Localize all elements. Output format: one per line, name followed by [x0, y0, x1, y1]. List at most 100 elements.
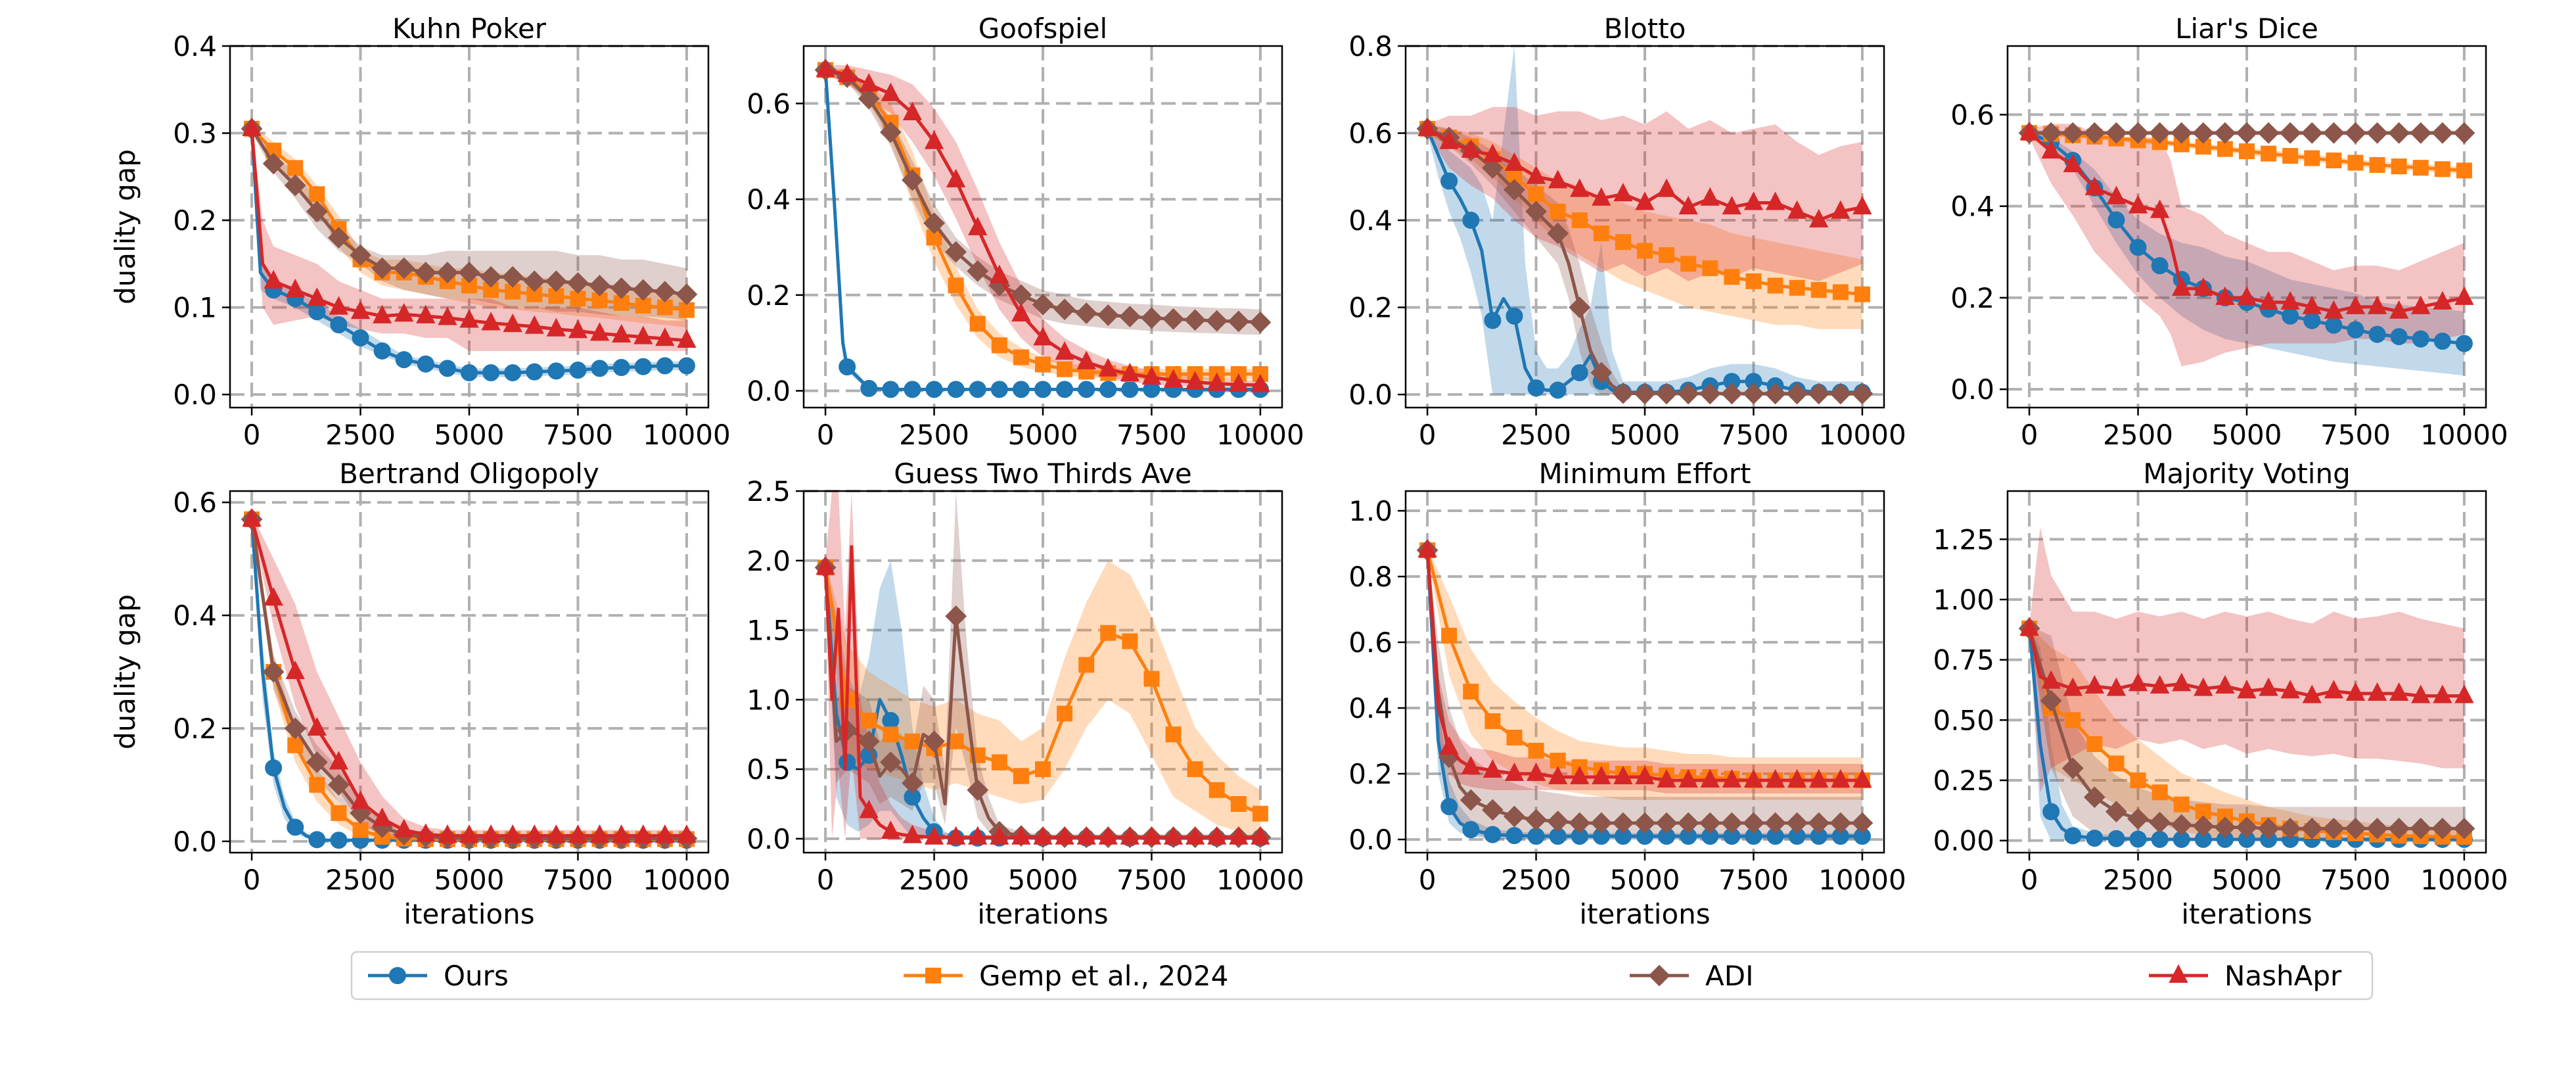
series-group [241, 508, 698, 849]
point-ours [569, 362, 587, 379]
point-nashapr [589, 322, 610, 341]
point-gemp-et-al-2024 [1810, 282, 1827, 298]
point-ours [287, 818, 304, 836]
point-nashapr [2280, 291, 2300, 310]
point-nashapr [1548, 170, 1568, 189]
point-nashapr [1592, 187, 1611, 206]
point-nashapr [2041, 670, 2061, 689]
point-nashapr [524, 824, 544, 843]
point-adi [1720, 812, 1743, 834]
point-adi [2366, 817, 2388, 839]
x-tick-label: 10000 [2420, 864, 2508, 896]
point-adi [2214, 122, 2236, 144]
panel-blotto: 0 2500 5000 7500 10000 0.0 0.2 0.4 0.6 0.8 Blotto [1348, 12, 1906, 451]
point-nashapr [264, 587, 283, 606]
x-tick-label: 2500 [2103, 419, 2173, 451]
point-gemp-et-al-2024 [1571, 212, 1588, 229]
point-gemp-et-al-2024 [352, 822, 369, 838]
point-gemp-et-al-2024 [1165, 726, 1182, 743]
line-ours [250, 128, 687, 375]
point-ours [1506, 307, 1523, 325]
point-nashapr [655, 824, 675, 843]
x-tick-label: 5000 [434, 419, 505, 451]
point-nashapr [633, 824, 653, 843]
line-nashapr [2027, 628, 2464, 698]
point-adi [1141, 307, 1162, 329]
point-nashapr [633, 325, 653, 344]
point-adi [1525, 201, 1547, 223]
point-nashapr [990, 264, 1009, 283]
point-ours [1549, 381, 1567, 399]
x-tick-label: 0 [2021, 419, 2038, 451]
point-gemp-et-al-2024 [2108, 755, 2125, 772]
point-gemp-et-al-2024 [1659, 247, 1675, 264]
point-nashapr [1185, 371, 1205, 390]
point-nashapr [416, 304, 436, 323]
point-ours [656, 357, 674, 375]
x-axis-label: iterations [1579, 898, 1710, 930]
x-axis-label: iterations [403, 898, 534, 930]
point-gemp-et-al-2024 [1230, 795, 1247, 812]
point-ours [461, 364, 478, 381]
x-tick-label: 7500 [1116, 864, 1187, 896]
point-nashapr [1700, 768, 1720, 788]
point-adi [1764, 812, 1786, 834]
point-ours [612, 359, 630, 377]
point-adi [393, 257, 415, 279]
band-nashapr [2029, 527, 2464, 793]
point-adi [1481, 157, 1504, 179]
series-group [2018, 527, 2475, 848]
point-gemp-et-al-2024 [1767, 277, 1783, 294]
point-gemp-et-al-2024 [2217, 141, 2233, 157]
point-gemp-et-al-2024 [1208, 782, 1225, 798]
y-tick-label: 1.00 [1933, 584, 1994, 616]
point-gemp-et-al-2024 [287, 737, 304, 753]
point-adi [1612, 812, 1634, 834]
point-nashapr [242, 508, 262, 527]
point-gemp-et-al-2024 [2065, 712, 2081, 728]
x-tick-label: 10000 [2420, 419, 2508, 451]
point-adi [2257, 122, 2280, 144]
point-gemp-et-al-2024 [2151, 784, 2168, 801]
point-ours [330, 316, 348, 334]
point-adi [1677, 812, 1699, 834]
point-adi [2322, 122, 2345, 144]
point-nashapr [1765, 768, 1785, 788]
point-adi [284, 174, 306, 197]
point-adi [2192, 815, 2215, 838]
y-tick-label: 0.6 [1348, 626, 1392, 659]
point-ours [634, 358, 652, 375]
point-ours [265, 759, 283, 777]
point-adi [545, 270, 567, 293]
point-adi [284, 717, 306, 740]
point-adi [1786, 812, 1808, 834]
point-nashapr [2324, 300, 2344, 319]
point-nashapr [1229, 373, 1249, 392]
y-tick-label: 0.50 [1933, 704, 1994, 736]
point-adi [1808, 383, 1830, 405]
point-ours [1034, 381, 1051, 398]
point-adi [967, 260, 989, 282]
point-nashapr [2411, 684, 2431, 703]
point-nashapr [307, 287, 327, 306]
y-tick-label: 0.3 [173, 118, 217, 150]
point-nashapr [1657, 768, 1676, 788]
point-ours [308, 831, 326, 849]
point-nashapr [459, 309, 479, 328]
point-adi [480, 266, 502, 288]
point-adi [2301, 817, 2323, 839]
point-adi [1743, 812, 1764, 834]
point-nashapr [1852, 768, 1872, 788]
point-nashapr [1417, 117, 1437, 136]
point-ours [882, 381, 900, 398]
y-tick-label: 0.4 [1348, 692, 1392, 724]
point-nashapr [1120, 826, 1140, 845]
point-ours [1462, 821, 1480, 838]
point-nashapr [1809, 208, 1829, 228]
point-gemp-et-al-2024 [1528, 186, 1544, 202]
point-gemp-et-al-2024 [1035, 761, 1051, 778]
point-ours [1571, 364, 1588, 381]
x-tick-label: 10000 [643, 864, 731, 896]
point-ours [925, 381, 943, 398]
point-gemp-et-al-2024 [287, 160, 304, 176]
